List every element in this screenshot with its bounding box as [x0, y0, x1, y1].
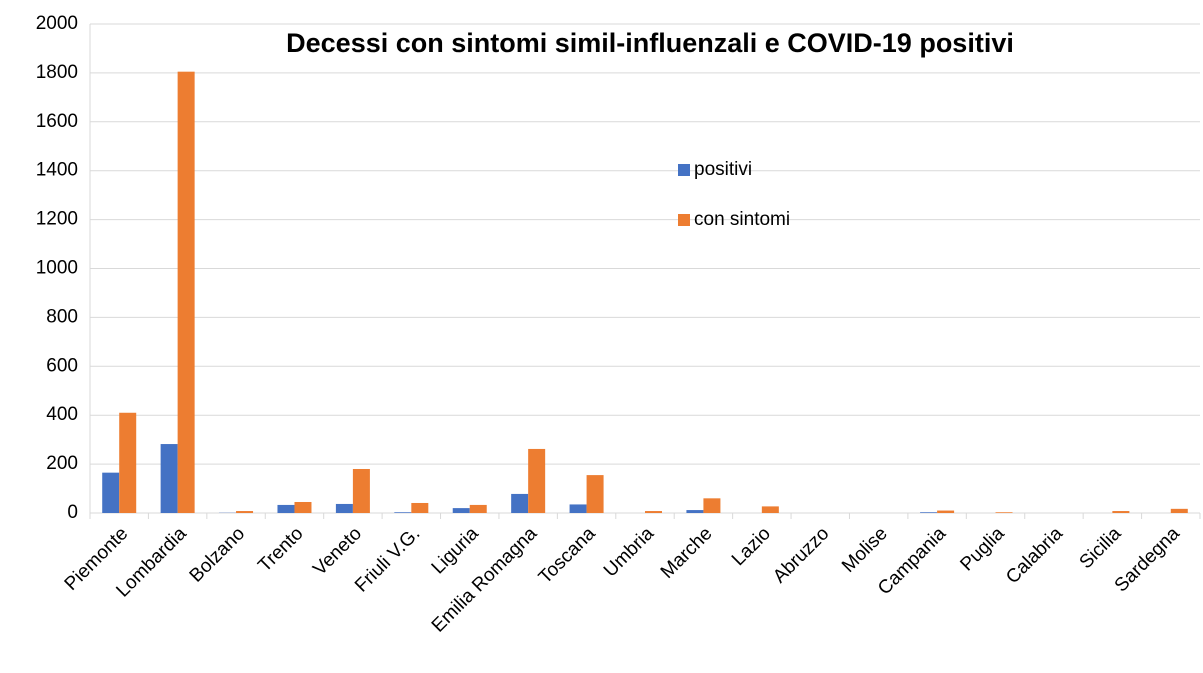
bar: [703, 498, 720, 513]
x-tick-label: Molise: [838, 523, 892, 577]
bar: [937, 511, 954, 513]
bar: [645, 511, 662, 513]
bar: [1171, 509, 1188, 513]
bar: [411, 503, 428, 513]
bar: [236, 511, 253, 513]
y-tick-label: 0: [67, 502, 78, 523]
bar: [1112, 511, 1129, 513]
bar: [294, 502, 311, 513]
x-tick-label: Lazio: [728, 523, 775, 570]
y-tick-label: 2000: [36, 13, 78, 34]
bar: [178, 72, 195, 513]
x-tick-label: Umbria: [600, 523, 658, 581]
y-tick-label: 1600: [36, 111, 78, 132]
x-tick-label: Trento: [254, 523, 307, 576]
y-tick-label: 800: [46, 306, 78, 327]
x-tick-label: Calabria: [1002, 523, 1067, 588]
bar: [102, 473, 119, 513]
legend-swatch: [678, 164, 690, 176]
legend-label: con sintomi: [694, 209, 790, 230]
x-tick-label: Sardegna: [1111, 523, 1184, 596]
bar: [570, 504, 587, 513]
y-tick-label: 1400: [36, 160, 78, 181]
y-tick-label: 200: [46, 453, 78, 474]
x-tick-label: Veneto: [309, 523, 366, 580]
y-tick-label: 600: [46, 355, 78, 376]
y-tick-label: 1200: [36, 209, 78, 230]
bar: [528, 449, 545, 513]
x-tick-label: Sicilia: [1076, 523, 1126, 573]
bar: [277, 505, 294, 513]
x-tick-label: Puglia: [956, 523, 1009, 576]
bar: [587, 475, 604, 513]
bar: [453, 508, 470, 513]
bar: [686, 510, 703, 513]
chart-title: Decessi con sintomi simil-influenzali e …: [286, 28, 1014, 58]
x-tick-label: Toscana: [535, 523, 600, 588]
x-tick-label: Emilia Romagna: [428, 523, 542, 637]
y-tick-label: 400: [46, 404, 78, 425]
bar: [762, 506, 779, 513]
legend-label: positivi: [694, 159, 752, 180]
legend-swatch: [678, 214, 690, 226]
x-tick-label: Marche: [657, 523, 717, 583]
bar: [353, 469, 370, 513]
y-tick-label: 1800: [36, 62, 78, 83]
bar: [511, 494, 528, 513]
x-tick-label: Abruzzo: [769, 523, 833, 587]
x-tick-label: Bolzano: [186, 523, 249, 586]
bar: [996, 512, 1013, 513]
x-tick-label: Liguria: [428, 523, 483, 578]
bar: [336, 504, 353, 513]
bar: [394, 512, 411, 513]
bar: [920, 512, 937, 513]
bar: [119, 413, 136, 513]
bar: [470, 505, 487, 513]
y-tick-label: 1000: [36, 258, 78, 279]
bar: [161, 444, 178, 513]
